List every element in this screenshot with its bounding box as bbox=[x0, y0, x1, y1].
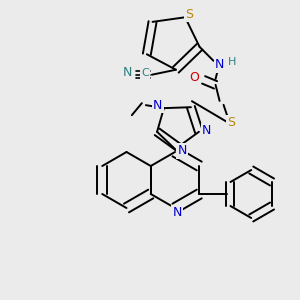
Text: H: H bbox=[227, 57, 236, 67]
Text: N: N bbox=[202, 124, 212, 137]
Text: N: N bbox=[177, 145, 187, 158]
Text: O: O bbox=[190, 71, 200, 84]
Text: S: S bbox=[228, 116, 236, 129]
Text: S: S bbox=[185, 8, 193, 21]
Text: N: N bbox=[215, 58, 224, 71]
Text: N: N bbox=[123, 66, 133, 79]
Text: C: C bbox=[141, 68, 149, 78]
Text: N: N bbox=[172, 206, 182, 220]
Text: N: N bbox=[153, 99, 163, 112]
